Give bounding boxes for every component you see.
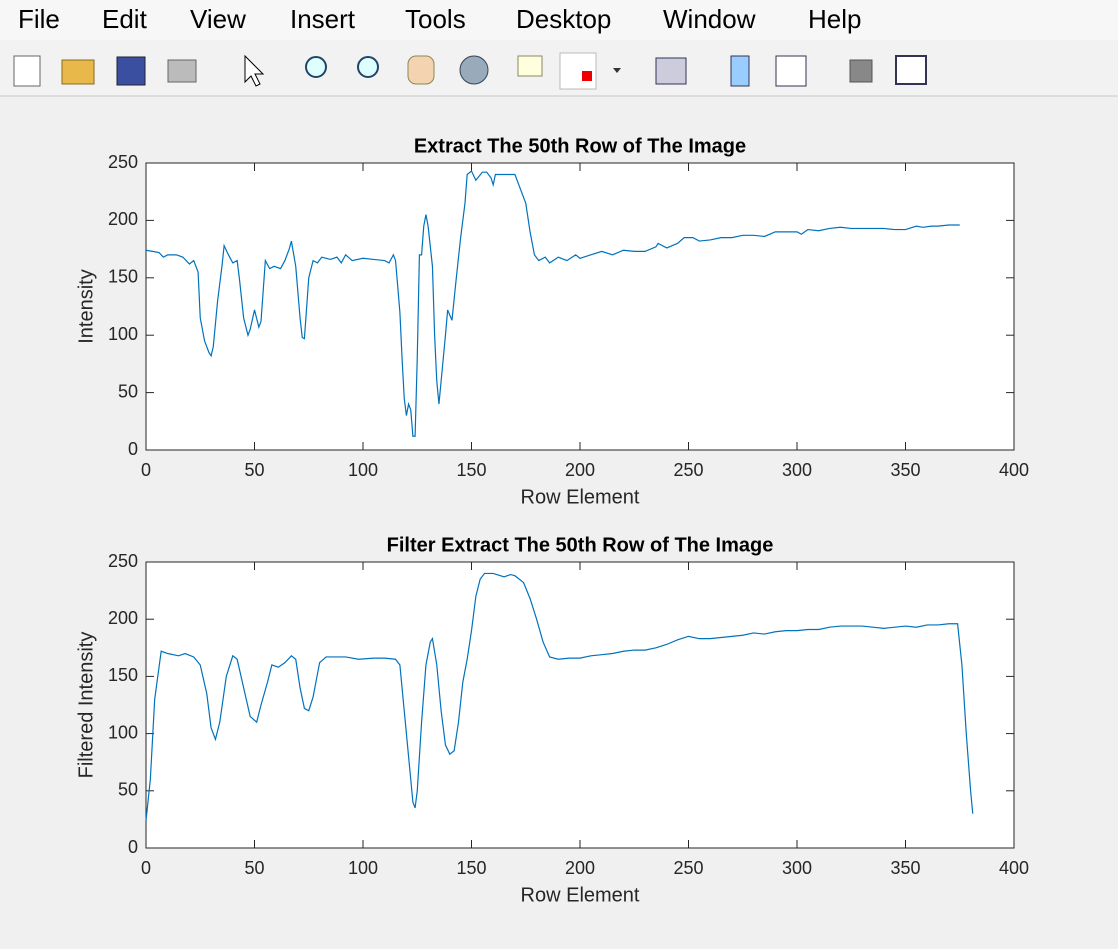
y-tick-label: 250: [108, 152, 138, 172]
x-tick-label: 150: [456, 858, 486, 878]
menu-item[interactable]: Edit: [102, 4, 148, 34]
x-tick-label: 0: [141, 460, 151, 480]
y-axis-label: Filtered Intensity: [75, 632, 97, 779]
icon-new[interactable]: [13, 55, 41, 87]
icon-colorbar[interactable]: [730, 55, 750, 87]
x-axis-label: Row Element: [521, 486, 640, 508]
data-line: [145, 170, 960, 437]
x-tick-label: 200: [565, 460, 595, 480]
menu-bar: [0, 0, 1118, 40]
icon-pointer[interactable]: [244, 54, 265, 87]
y-tick-label: 100: [108, 324, 138, 344]
x-tick-label: 50: [244, 460, 264, 480]
icon-pan[interactable]: [407, 55, 435, 85]
icon-open[interactable]: [61, 59, 95, 85]
icon-legend[interactable]: [775, 55, 807, 87]
y-tick-label: 0: [128, 837, 138, 857]
icon-brush-color: [582, 71, 592, 81]
x-axis-label: Row Element: [521, 884, 640, 906]
x-tick-label: 250: [673, 460, 703, 480]
x-tick-label: 200: [565, 858, 595, 878]
icon-dock[interactable]: [895, 55, 927, 85]
menu-item[interactable]: Desktop: [516, 4, 611, 34]
menu-group: File Edit View Insert Tools Desktop Window Help: [18, 4, 861, 34]
icon-zoom-out[interactable]: [357, 56, 379, 78]
toolbar-icons: [13, 52, 927, 90]
x-tick-label: 250: [673, 858, 703, 878]
icon-dropdown[interactable]: [613, 68, 621, 73]
icon-data-cursor[interactable]: [517, 55, 543, 77]
x-tick-label: 400: [999, 460, 1029, 480]
menu-item[interactable]: Tools: [405, 4, 466, 34]
y-tick-label: 150: [108, 665, 138, 685]
menu-item[interactable]: File: [18, 4, 60, 34]
x-tick-label: 350: [890, 858, 920, 878]
icon-hide-tools[interactable]: [849, 59, 873, 83]
axes-box: [145, 162, 1015, 451]
data-line: [145, 572, 974, 821]
y-tick-label: 250: [108, 551, 138, 571]
y-tick-label: 150: [108, 267, 138, 287]
menu-item[interactable]: Window: [663, 4, 756, 34]
x-tick-label: 350: [890, 460, 920, 480]
icon-link[interactable]: [655, 57, 687, 85]
icon-zoom-in[interactable]: [305, 56, 327, 78]
x-tick-label: 50: [244, 858, 264, 878]
y-tick-label: 100: [108, 722, 138, 742]
menu-item[interactable]: Help: [808, 4, 861, 34]
y-tick-label: 50: [118, 780, 138, 800]
x-tick-label: 0: [141, 858, 151, 878]
y-tick-label: 200: [108, 209, 138, 229]
x-tick-label: 150: [456, 460, 486, 480]
menu-item[interactable]: Insert: [290, 4, 356, 34]
icon-print[interactable]: [167, 59, 197, 83]
icon-save[interactable]: [116, 56, 146, 86]
y-tick-label: 200: [108, 608, 138, 628]
x-tick-label: 300: [782, 858, 812, 878]
chart-title: Extract The 50th Row of The Image: [414, 135, 746, 157]
chart-title: Filter Extract The 50th Row of The Image: [387, 534, 774, 556]
y-tick-label: 50: [118, 381, 138, 401]
y-axis-label: Intensity: [75, 269, 97, 343]
x-tick-label: 100: [348, 460, 378, 480]
menu-item[interactable]: View: [190, 4, 246, 34]
x-tick-label: 400: [999, 858, 1029, 878]
y-tick-label: 0: [128, 439, 138, 459]
axes-box: [145, 561, 1015, 849]
icon-rotate[interactable]: [459, 55, 489, 85]
x-tick-label: 300: [782, 460, 812, 480]
x-tick-label: 100: [348, 858, 378, 878]
